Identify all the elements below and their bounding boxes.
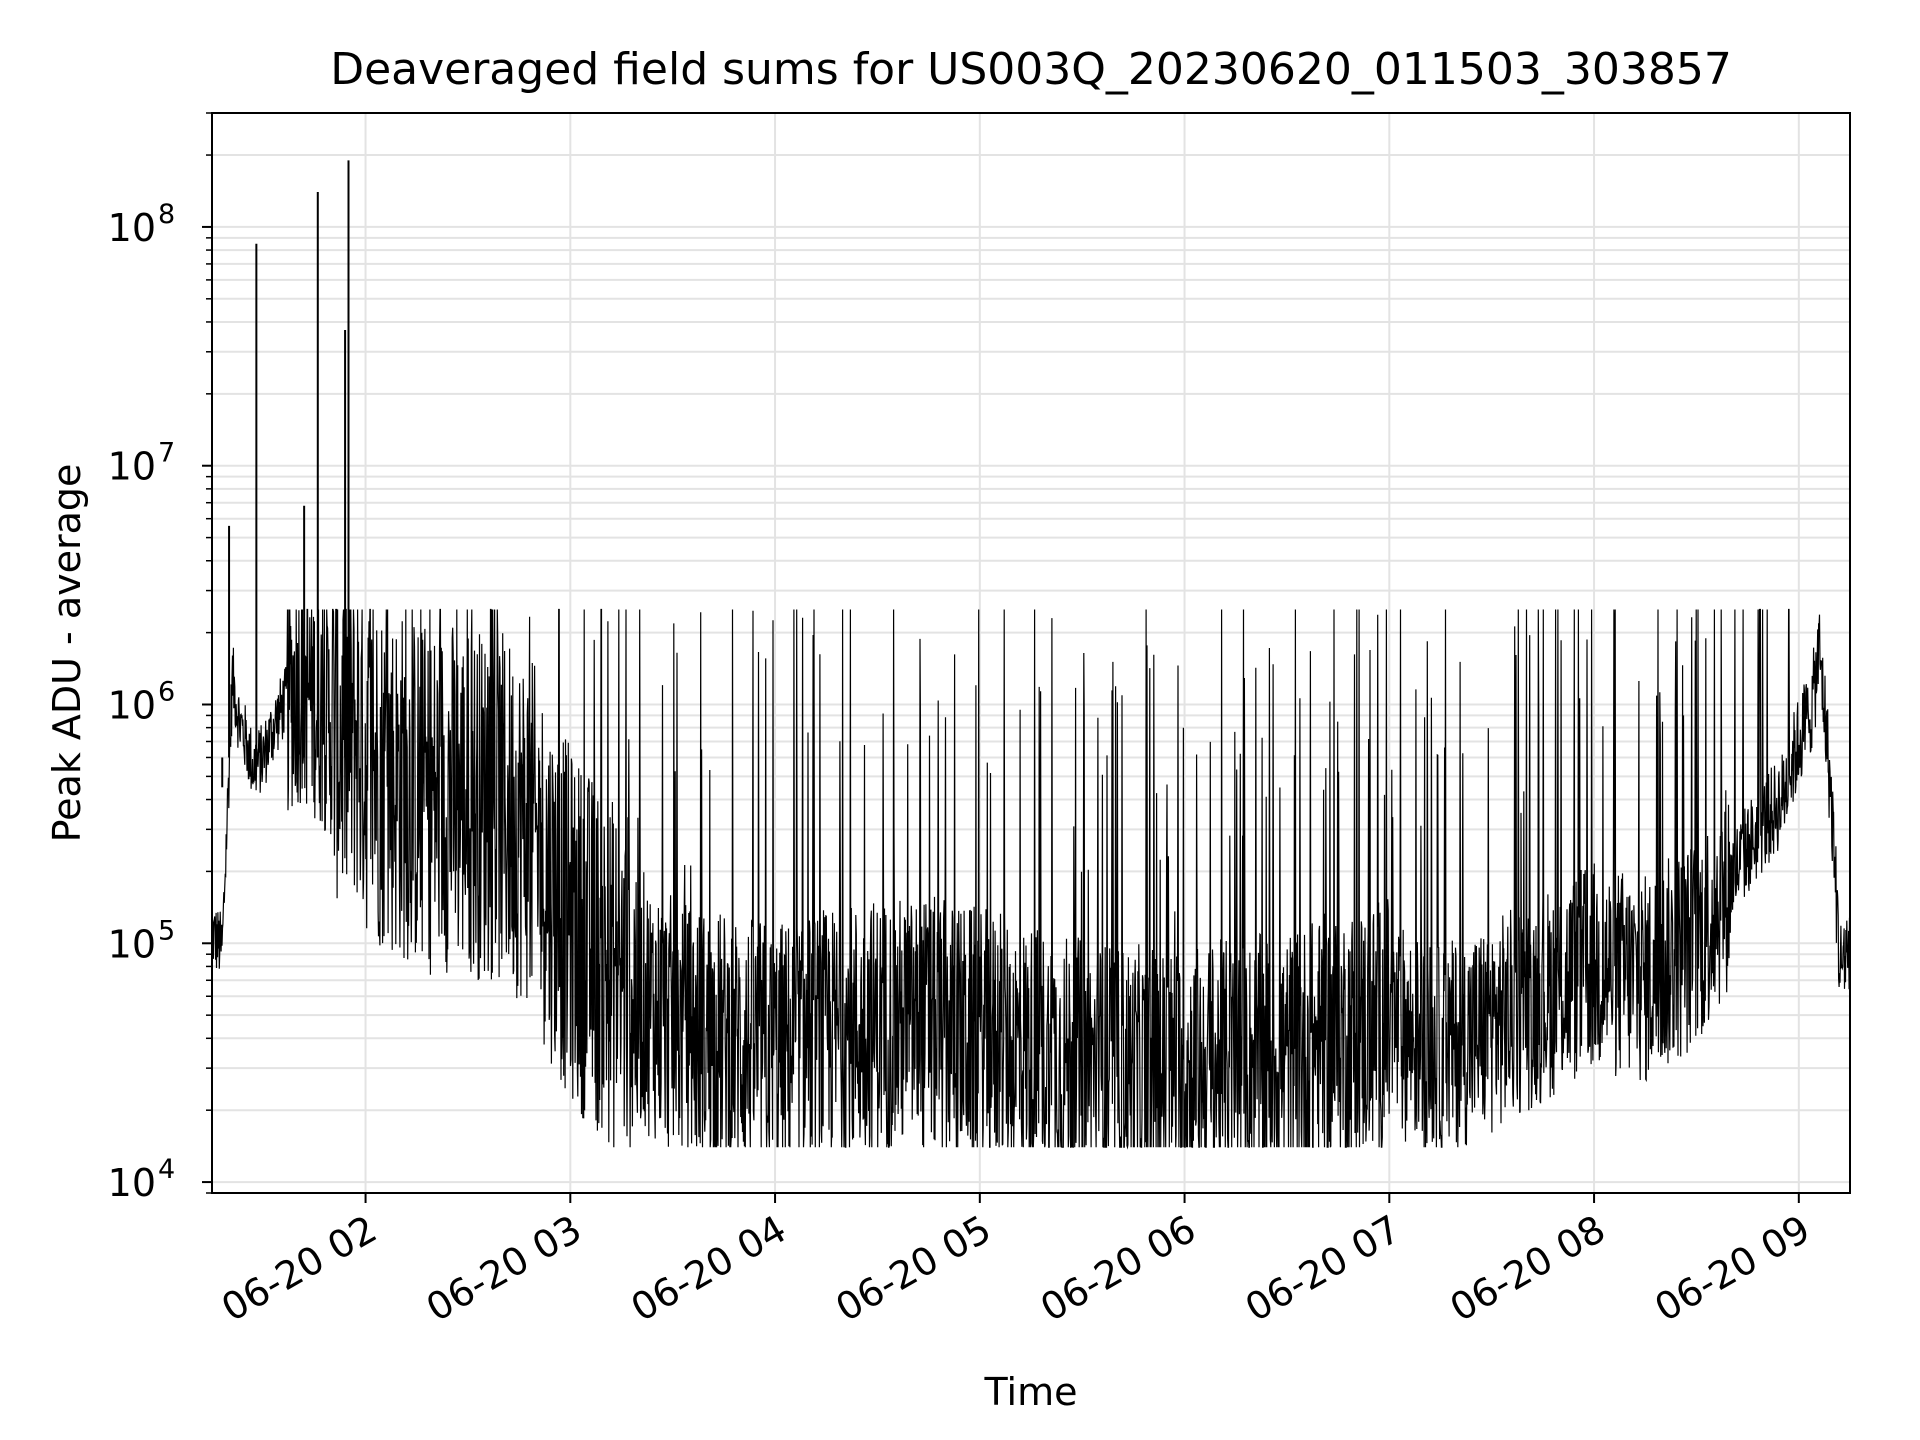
x-axis-label: Time — [984, 1370, 1078, 1414]
y-tick-exponent: 6 — [158, 677, 175, 708]
y-tick-label: 10 — [108, 1161, 156, 1205]
series-layer — [212, 160, 1850, 1150]
y-tick-exponent: 8 — [158, 199, 175, 230]
chart-title: Deaveraged field sums for US003Q_2023062… — [330, 44, 1732, 95]
y-tick-label: 10 — [108, 922, 156, 966]
y-axis-label: Peak ADU - average — [45, 464, 89, 843]
plot-frame — [211, 112, 1851, 1194]
y-tick-label: 10 — [108, 445, 156, 489]
y-tick-exponent: 4 — [158, 1154, 175, 1185]
y-tick-label: 10 — [108, 684, 156, 728]
y-tick-exponent: 5 — [158, 915, 175, 946]
series-line — [212, 608, 1850, 1150]
y-tick-exponent: 7 — [158, 438, 175, 469]
y-tick-label: 10 — [108, 206, 156, 250]
